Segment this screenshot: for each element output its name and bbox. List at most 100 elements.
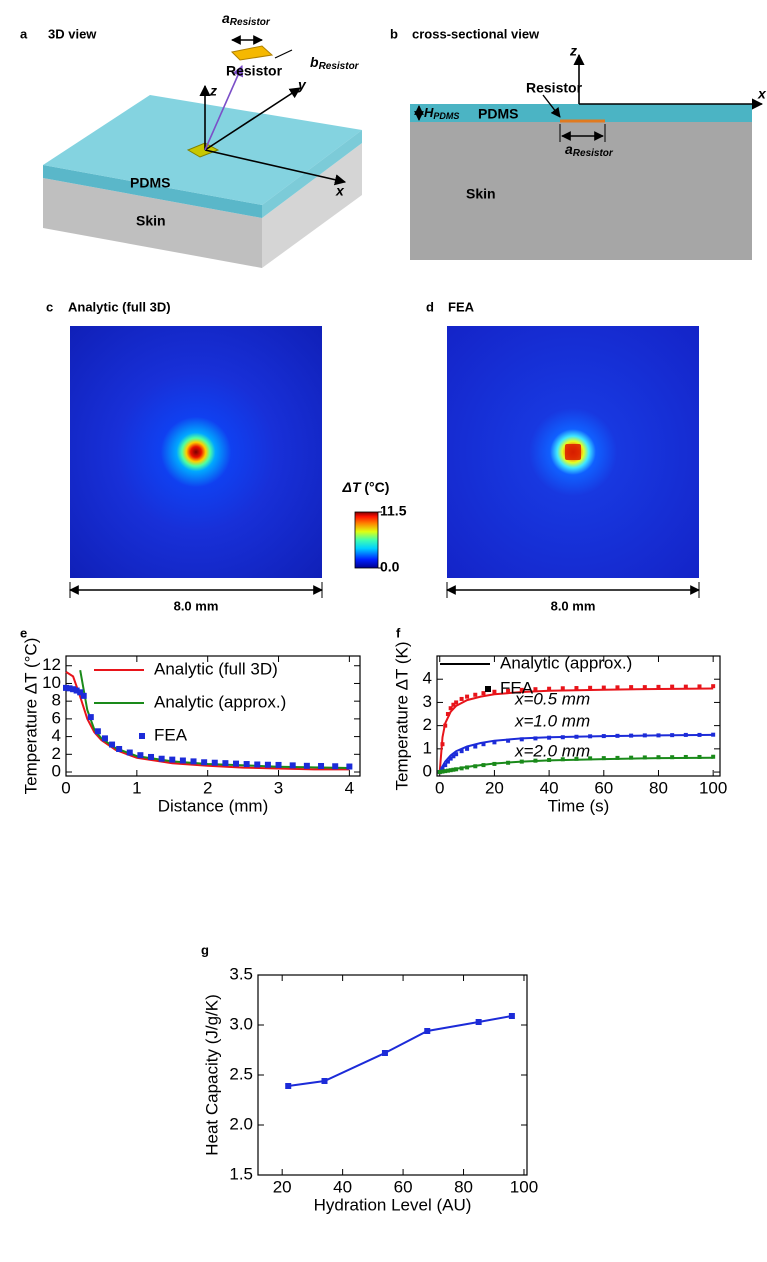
marker: [492, 689, 497, 694]
y-tick-label: 3.0: [229, 1014, 253, 1033]
marker: [629, 685, 634, 690]
marker: [459, 696, 464, 701]
marker: [560, 735, 565, 740]
x-tick-label: 4: [345, 778, 354, 797]
axis-letter: y: [297, 77, 307, 93]
marker: [94, 728, 101, 735]
marker: [148, 753, 155, 760]
label: bResistor: [310, 54, 360, 72]
marker: [448, 768, 453, 773]
x-tick-label: 40: [540, 778, 559, 797]
legend-swatch: [485, 686, 491, 692]
plot-frame: [257, 974, 528, 1176]
marker: [459, 749, 464, 754]
y-axis-label: Temperature ΔT (K): [392, 642, 411, 791]
panel-title: cross-sectional view: [412, 26, 540, 41]
legend-label: FEA: [500, 678, 534, 697]
panel-label: f: [396, 625, 401, 640]
marker: [101, 735, 108, 742]
x-tick-label: 60: [594, 778, 613, 797]
marker: [560, 686, 565, 691]
annotation: x=2.0 mm: [514, 741, 590, 760]
marker: [73, 687, 80, 694]
annotation: x=0.5 mm: [514, 689, 590, 708]
marker: [321, 1078, 328, 1084]
marker: [481, 763, 486, 768]
plot-frame: [65, 655, 361, 777]
marker: [506, 688, 511, 693]
marker: [222, 760, 229, 767]
axis-letter: z: [569, 43, 577, 59]
y-tick-label: 1: [423, 738, 432, 757]
marker: [233, 760, 240, 767]
marker: [588, 756, 593, 761]
marker: [440, 742, 445, 747]
marker: [318, 762, 325, 769]
x-tick-label: 20: [273, 1177, 292, 1196]
marker: [126, 749, 133, 756]
marker: [547, 757, 552, 762]
marker: [275, 761, 282, 768]
label: PDMS: [130, 175, 170, 191]
heat-core: [565, 444, 581, 460]
marker: [454, 752, 459, 757]
marker: [346, 763, 353, 770]
x-tick-label: 3: [274, 778, 283, 797]
marker: [533, 758, 538, 763]
label: aResistor: [222, 10, 271, 28]
colorbar-tick-label: 11.5: [380, 503, 407, 519]
marker: [697, 732, 702, 737]
marker: [116, 745, 123, 752]
y-tick-label: 12: [42, 655, 61, 674]
marker: [448, 756, 453, 761]
axis-letter: x: [757, 86, 767, 102]
marker: [169, 756, 176, 763]
x-tick-label: 20: [485, 778, 504, 797]
y-tick-label: 4: [423, 669, 432, 688]
x-tick-label: 80: [454, 1177, 473, 1196]
marker: [574, 756, 579, 761]
label: Skin: [466, 186, 496, 202]
legend-label: Analytic (approx.): [500, 653, 632, 672]
marker: [445, 712, 450, 717]
label: Resistor: [226, 63, 283, 79]
marker: [574, 686, 579, 691]
marker: [448, 706, 453, 711]
marker: [443, 769, 448, 774]
marker: [588, 685, 593, 690]
marker: [285, 1083, 292, 1089]
marker: [451, 702, 456, 707]
marker: [656, 755, 661, 760]
marker: [547, 735, 552, 740]
marker: [303, 762, 310, 769]
marker: [465, 694, 470, 699]
label: Skin: [136, 213, 166, 229]
marker: [683, 732, 688, 737]
x-tick-label: 0: [61, 778, 70, 797]
marker: [711, 732, 716, 737]
x-tick-label: 1: [132, 778, 141, 797]
marker: [519, 737, 524, 742]
marker: [70, 686, 77, 693]
y-tick-label: 1.5: [229, 1164, 253, 1183]
marker: [451, 767, 456, 772]
marker: [66, 685, 73, 692]
x-axis-label: Distance (mm): [158, 796, 269, 815]
y-tick-label: 3.5: [229, 964, 253, 983]
marker: [508, 1013, 515, 1019]
legend-swatch: [139, 733, 145, 739]
marker: [473, 692, 478, 697]
colorbar: [354, 511, 379, 569]
marker: [601, 756, 606, 761]
y-tick-label: 6: [52, 708, 61, 727]
y-tick-label: 2.5: [229, 1064, 253, 1083]
marker: [211, 759, 218, 766]
marker: [547, 686, 552, 691]
marker: [629, 755, 634, 760]
marker: [243, 761, 250, 768]
marker: [264, 761, 271, 768]
marker: [440, 766, 445, 771]
marker: [574, 734, 579, 739]
marker: [77, 689, 84, 696]
